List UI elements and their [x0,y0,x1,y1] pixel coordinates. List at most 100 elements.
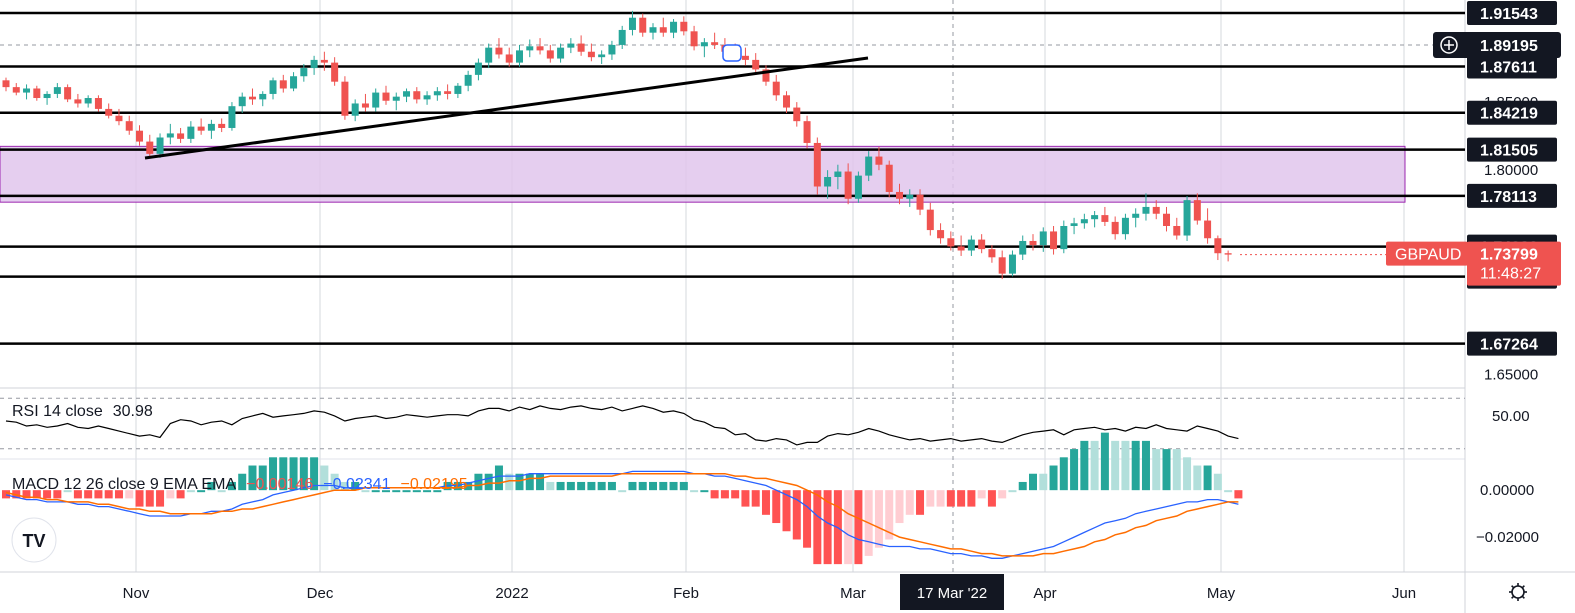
macd-histogram-bar [145,490,154,507]
candle-body [43,93,51,99]
macd-histogram-bar [916,490,925,515]
macd-histogram-bar [104,490,113,499]
horizontal-levels[interactable] [0,11,1465,345]
candle-body [1204,220,1212,239]
trendline[interactable] [144,44,869,160]
macd-histogram-bar [1029,473,1037,491]
macd-histogram-bar [556,481,565,491]
macd-histogram-bar [269,457,278,491]
tradingview-logo[interactable] [11,517,57,563]
candle-body [875,156,883,165]
time-axis-label[interactable]: Mar [840,585,866,602]
candle-body [618,29,626,45]
candle-body [423,95,431,100]
time-axis-label[interactable]: Jun [1392,585,1416,602]
macd-histogram-bar [638,481,647,491]
time-axis-label[interactable]: May [1207,585,1236,602]
candle-body [690,31,698,47]
candle-body [248,96,256,100]
macd-histogram-bar [1183,457,1192,491]
macd-histogram-bar [905,490,914,515]
macd-histogram-bar [1100,432,1109,491]
candle-body [988,249,996,258]
macd-histogram-bar [1090,440,1099,491]
macd-histogram-bar [340,481,349,491]
time-axis-label[interactable]: Feb [673,585,699,602]
macd-histogram-bar [957,490,966,507]
candle-body [444,91,452,94]
macd-histogram-bar [289,457,298,491]
candle-body [978,239,986,250]
macd-histogram-bar [320,465,329,491]
candle-body [700,42,708,47]
price-axis[interactable]: 1.650001.800001.850001.915431.876111.842… [1386,1,1561,546]
candle-body [1121,217,1129,235]
candle-body [680,21,688,32]
candle-body [464,74,472,86]
crosshair-date-tag [900,574,1004,610]
macd-histogram-bar [73,490,82,499]
level-tag[interactable] [1467,183,1557,208]
chart-ui[interactable]: TV [11,517,1527,601]
candle-body [1008,254,1016,274]
macd-histogram-bar [669,481,678,491]
macd-histogram-bar [1172,449,1181,491]
macd-legend-macd: −0.02341 [323,476,390,493]
level-tag[interactable] [1467,137,1557,162]
candle-body [885,164,893,192]
candle-body [536,46,544,51]
candle-body [1029,240,1037,246]
plus-circle-icon[interactable] [1440,36,1458,54]
time-axis-label[interactable]: Apr [1033,585,1056,602]
macd-histogram-bar [53,490,62,499]
candle-body [279,80,287,89]
macd-histogram-bar [1234,490,1243,499]
candle-body [1111,221,1119,235]
trendline-line[interactable] [144,56,869,160]
time-axis-label[interactable]: Nov [123,585,150,602]
candle-body [392,96,400,101]
crosshair-price-tag[interactable] [1433,31,1561,58]
candle-body [300,68,308,77]
macd-histogram-bar [844,490,853,565]
macd-histogram-bar [700,490,709,493]
last-price-tag [1467,241,1561,286]
price-tick-label: 1.80000 [1484,162,1538,179]
macd-histogram-bar [1213,473,1222,491]
level-tag[interactable] [1467,1,1557,26]
macd-histogram-bar [43,490,52,499]
level-tag[interactable] [1467,331,1557,356]
candle-body [403,91,411,97]
candle-body [1132,213,1140,218]
candle-body [998,257,1006,274]
macd-histogram-bar [381,490,390,493]
candle-body [12,87,20,93]
macd-histogram-bar [207,481,216,491]
time-axis-label[interactable]: Dec [307,585,334,602]
macd-histogram-bar [84,490,93,499]
macd-histogram-bar [618,490,627,493]
macd-histogram-bar [597,481,606,491]
gear-tooth [1521,595,1525,599]
candle-body [361,103,369,108]
macd-histogram-bar [1111,440,1120,491]
level-tag[interactable] [1467,100,1557,125]
macd-histogram-bar [710,490,719,499]
trendline-handle[interactable] [722,44,742,62]
time-axis-label[interactable]: 2022 [495,585,528,602]
rsi-pane: RSI 14 close 30.98 [0,397,1465,450]
time-axis[interactable]: Nov Dec 2022 Feb Mar Apr May Jun 17 Mar '22 [123,574,1416,610]
level-tag[interactable] [1467,54,1557,79]
macd-histogram-bar [94,490,103,499]
candle-body [1039,231,1047,246]
macd-histogram-bar [1008,490,1017,493]
candle-body [865,156,873,176]
macd-histogram-bar [987,490,996,507]
candle-body [1224,253,1232,255]
macd-histogram-bar [392,490,401,493]
macd-histogram-bar [505,473,514,491]
macd-legend-label: MACD 12 26 close 9 EMA EMA [12,476,236,493]
macd-histogram-bar [577,481,586,491]
candle-body [495,47,503,55]
